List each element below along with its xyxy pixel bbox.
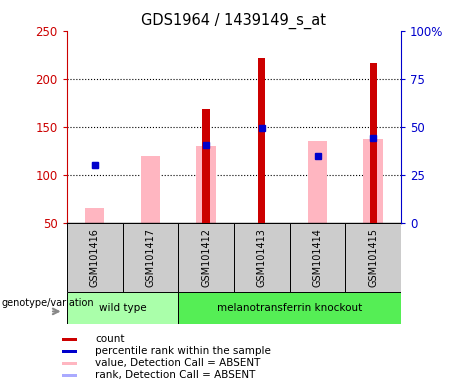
Text: GSM101414: GSM101414: [313, 228, 323, 287]
Text: count: count: [95, 334, 124, 344]
Bar: [258, 58, 266, 223]
Bar: [62, 338, 77, 341]
Bar: [363, 139, 383, 223]
Text: GSM101416: GSM101416: [90, 228, 100, 287]
Bar: [67, 292, 178, 324]
Bar: [62, 350, 77, 353]
Bar: [202, 109, 210, 223]
Bar: [178, 223, 234, 292]
Bar: [141, 156, 160, 223]
Text: GSM101412: GSM101412: [201, 228, 211, 287]
Bar: [62, 374, 77, 377]
Bar: [123, 223, 178, 292]
Text: percentile rank within the sample: percentile rank within the sample: [95, 346, 271, 356]
Text: melanotransferrin knockout: melanotransferrin knockout: [217, 303, 362, 313]
Bar: [234, 223, 290, 292]
Bar: [345, 223, 401, 292]
Text: value, Detection Call = ABSENT: value, Detection Call = ABSENT: [95, 358, 260, 368]
Text: GSM101413: GSM101413: [257, 228, 267, 287]
Bar: [196, 146, 216, 223]
Text: GSM101417: GSM101417: [145, 228, 155, 287]
Bar: [308, 141, 327, 223]
Text: rank, Detection Call = ABSENT: rank, Detection Call = ABSENT: [95, 370, 255, 380]
Text: GSM101415: GSM101415: [368, 228, 378, 287]
Bar: [85, 208, 105, 223]
Text: wild type: wild type: [99, 303, 146, 313]
Text: genotype/variation: genotype/variation: [1, 298, 94, 308]
Title: GDS1964 / 1439149_s_at: GDS1964 / 1439149_s_at: [142, 13, 326, 29]
Bar: [370, 63, 377, 223]
Bar: [62, 362, 77, 365]
Bar: [290, 223, 345, 292]
Bar: [178, 292, 401, 324]
Bar: [67, 223, 123, 292]
